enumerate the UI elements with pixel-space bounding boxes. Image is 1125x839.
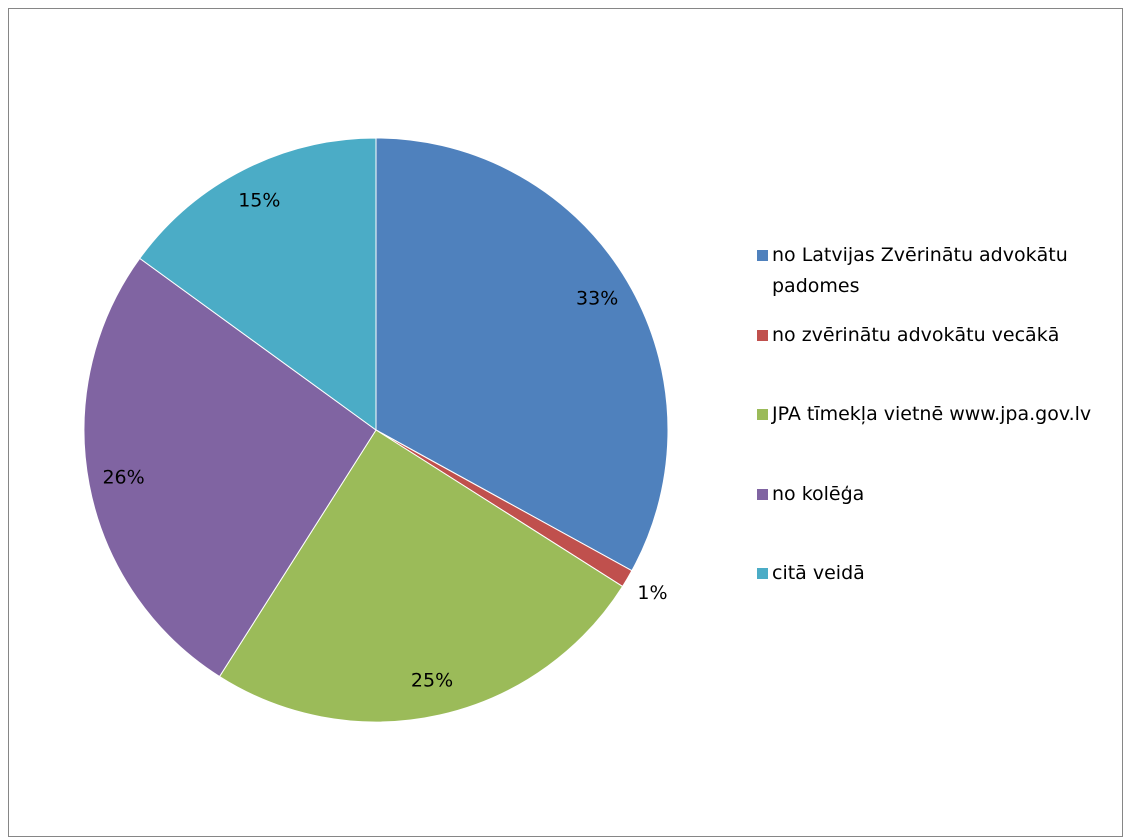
pie-slice <box>139 137 377 431</box>
legend-label: no zvērinātu advokātu vecākā <box>772 323 1060 346</box>
data-label: 26% <box>102 467 144 489</box>
data-label: 33% <box>576 288 618 310</box>
legend-item: citā veidā <box>757 558 1117 589</box>
legend-label: no Latvijas Zvērinātu advokātu padomes <box>772 244 1068 297</box>
legend-swatch <box>757 488 768 500</box>
legend-item: no zvērinātu advokātu vecākā <box>757 320 1117 351</box>
legend-swatch <box>757 409 768 420</box>
legend-label: no kolēģa <box>772 482 865 505</box>
legend-label: JPA tīmekļa vietnē www.jpa.gov.lv <box>772 403 1092 425</box>
legend-swatch <box>757 250 768 261</box>
legend-item: no Latvijas Zvērinātu advokātu padomes <box>757 240 1117 302</box>
pie-slice <box>83 257 377 678</box>
legend-item: JPA tīmekļa vietnē www.jpa.gov.lv <box>757 399 1117 430</box>
data-label: 25% <box>411 669 453 691</box>
legend-swatch <box>757 329 768 341</box>
legend-item: no kolēģa <box>757 479 1117 510</box>
data-label: 15% <box>238 190 280 212</box>
legend-swatch <box>757 568 768 579</box>
data-label: 1% <box>637 582 667 604</box>
legend-label: citā veidā <box>772 562 865 584</box>
pie-slice <box>375 137 669 572</box>
chart-frame <box>8 8 1123 837</box>
pie-slice <box>218 429 624 723</box>
